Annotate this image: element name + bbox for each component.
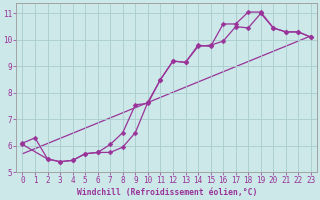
X-axis label: Windchill (Refroidissement éolien,°C): Windchill (Refroidissement éolien,°C) [76,188,257,197]
